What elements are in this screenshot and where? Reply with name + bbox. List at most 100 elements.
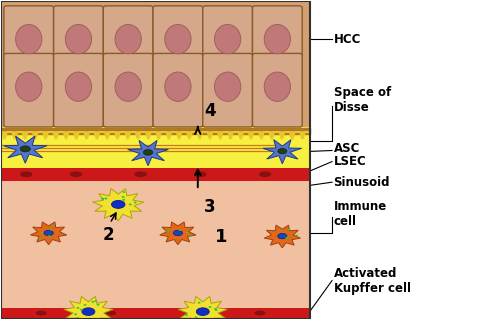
Polygon shape <box>128 140 168 166</box>
Circle shape <box>122 196 124 198</box>
Circle shape <box>96 304 100 306</box>
Text: 1: 1 <box>215 228 228 246</box>
Bar <box>2 168 310 180</box>
Circle shape <box>208 306 212 308</box>
FancyBboxPatch shape <box>203 6 252 79</box>
FancyBboxPatch shape <box>4 6 54 79</box>
Polygon shape <box>30 222 66 245</box>
Ellipse shape <box>194 172 206 177</box>
Circle shape <box>94 300 97 302</box>
Ellipse shape <box>16 25 42 54</box>
Ellipse shape <box>44 230 53 236</box>
Circle shape <box>198 302 200 304</box>
Ellipse shape <box>36 311 46 316</box>
Text: Immune
cell: Immune cell <box>334 200 387 228</box>
Ellipse shape <box>16 72 42 101</box>
FancyBboxPatch shape <box>54 6 104 79</box>
Ellipse shape <box>174 230 182 236</box>
Bar <box>2 180 310 308</box>
Ellipse shape <box>106 311 116 316</box>
Circle shape <box>122 199 125 201</box>
Circle shape <box>194 316 198 318</box>
FancyBboxPatch shape <box>252 53 302 127</box>
Bar <box>2 308 310 319</box>
Text: Sinusoid: Sinusoid <box>334 176 390 189</box>
Polygon shape <box>92 188 144 221</box>
Circle shape <box>122 191 126 193</box>
Circle shape <box>50 229 52 231</box>
Circle shape <box>216 318 220 320</box>
FancyBboxPatch shape <box>203 53 252 127</box>
FancyBboxPatch shape <box>104 6 153 79</box>
FancyBboxPatch shape <box>153 53 203 127</box>
Ellipse shape <box>144 149 153 155</box>
Ellipse shape <box>115 25 141 54</box>
Ellipse shape <box>20 172 32 177</box>
Ellipse shape <box>115 72 141 101</box>
Polygon shape <box>263 140 302 164</box>
Text: 3: 3 <box>204 198 216 216</box>
Circle shape <box>129 204 132 205</box>
Circle shape <box>76 317 80 319</box>
Text: LSEC: LSEC <box>334 155 366 168</box>
Text: HCC: HCC <box>334 33 361 46</box>
Circle shape <box>214 308 217 310</box>
Circle shape <box>134 202 137 204</box>
Circle shape <box>280 229 282 230</box>
Text: Activated
Kupffer cell: Activated Kupffer cell <box>334 267 410 294</box>
Circle shape <box>76 307 80 309</box>
Text: ASC: ASC <box>334 142 360 156</box>
Ellipse shape <box>70 172 82 177</box>
Ellipse shape <box>82 308 95 316</box>
Circle shape <box>92 301 94 303</box>
Polygon shape <box>4 136 47 163</box>
Ellipse shape <box>214 72 241 101</box>
Bar <box>2 1 310 319</box>
Polygon shape <box>178 296 228 320</box>
Polygon shape <box>160 222 196 245</box>
Circle shape <box>48 235 50 237</box>
Circle shape <box>102 198 104 200</box>
Circle shape <box>190 235 192 237</box>
Text: 4: 4 <box>204 102 216 120</box>
Ellipse shape <box>258 172 271 177</box>
Polygon shape <box>64 296 113 320</box>
Text: Space of
Disse: Space of Disse <box>334 86 391 114</box>
Ellipse shape <box>196 308 209 316</box>
Circle shape <box>52 225 54 226</box>
Ellipse shape <box>112 200 125 208</box>
Ellipse shape <box>278 148 287 154</box>
Ellipse shape <box>254 311 266 316</box>
Circle shape <box>84 304 86 306</box>
Circle shape <box>288 229 290 230</box>
Bar <box>2 308 310 319</box>
FancyBboxPatch shape <box>4 53 54 127</box>
Circle shape <box>287 236 290 238</box>
Ellipse shape <box>66 72 92 101</box>
Circle shape <box>168 229 170 231</box>
Circle shape <box>214 309 218 311</box>
FancyBboxPatch shape <box>104 53 153 127</box>
Bar <box>2 1 310 130</box>
Circle shape <box>80 309 82 311</box>
Ellipse shape <box>165 25 191 54</box>
Ellipse shape <box>278 233 287 239</box>
Circle shape <box>40 232 43 234</box>
Circle shape <box>165 230 168 232</box>
Circle shape <box>296 235 298 236</box>
Circle shape <box>39 238 42 240</box>
Text: 2: 2 <box>102 226 114 244</box>
FancyBboxPatch shape <box>54 53 104 127</box>
Ellipse shape <box>20 146 30 152</box>
FancyBboxPatch shape <box>252 6 302 79</box>
Polygon shape <box>264 225 300 248</box>
Circle shape <box>101 198 104 200</box>
Ellipse shape <box>185 311 196 316</box>
Ellipse shape <box>165 72 191 101</box>
Ellipse shape <box>66 25 92 54</box>
Circle shape <box>285 237 288 239</box>
FancyBboxPatch shape <box>153 6 203 79</box>
Ellipse shape <box>264 72 290 101</box>
Ellipse shape <box>214 25 241 54</box>
Circle shape <box>186 232 189 233</box>
